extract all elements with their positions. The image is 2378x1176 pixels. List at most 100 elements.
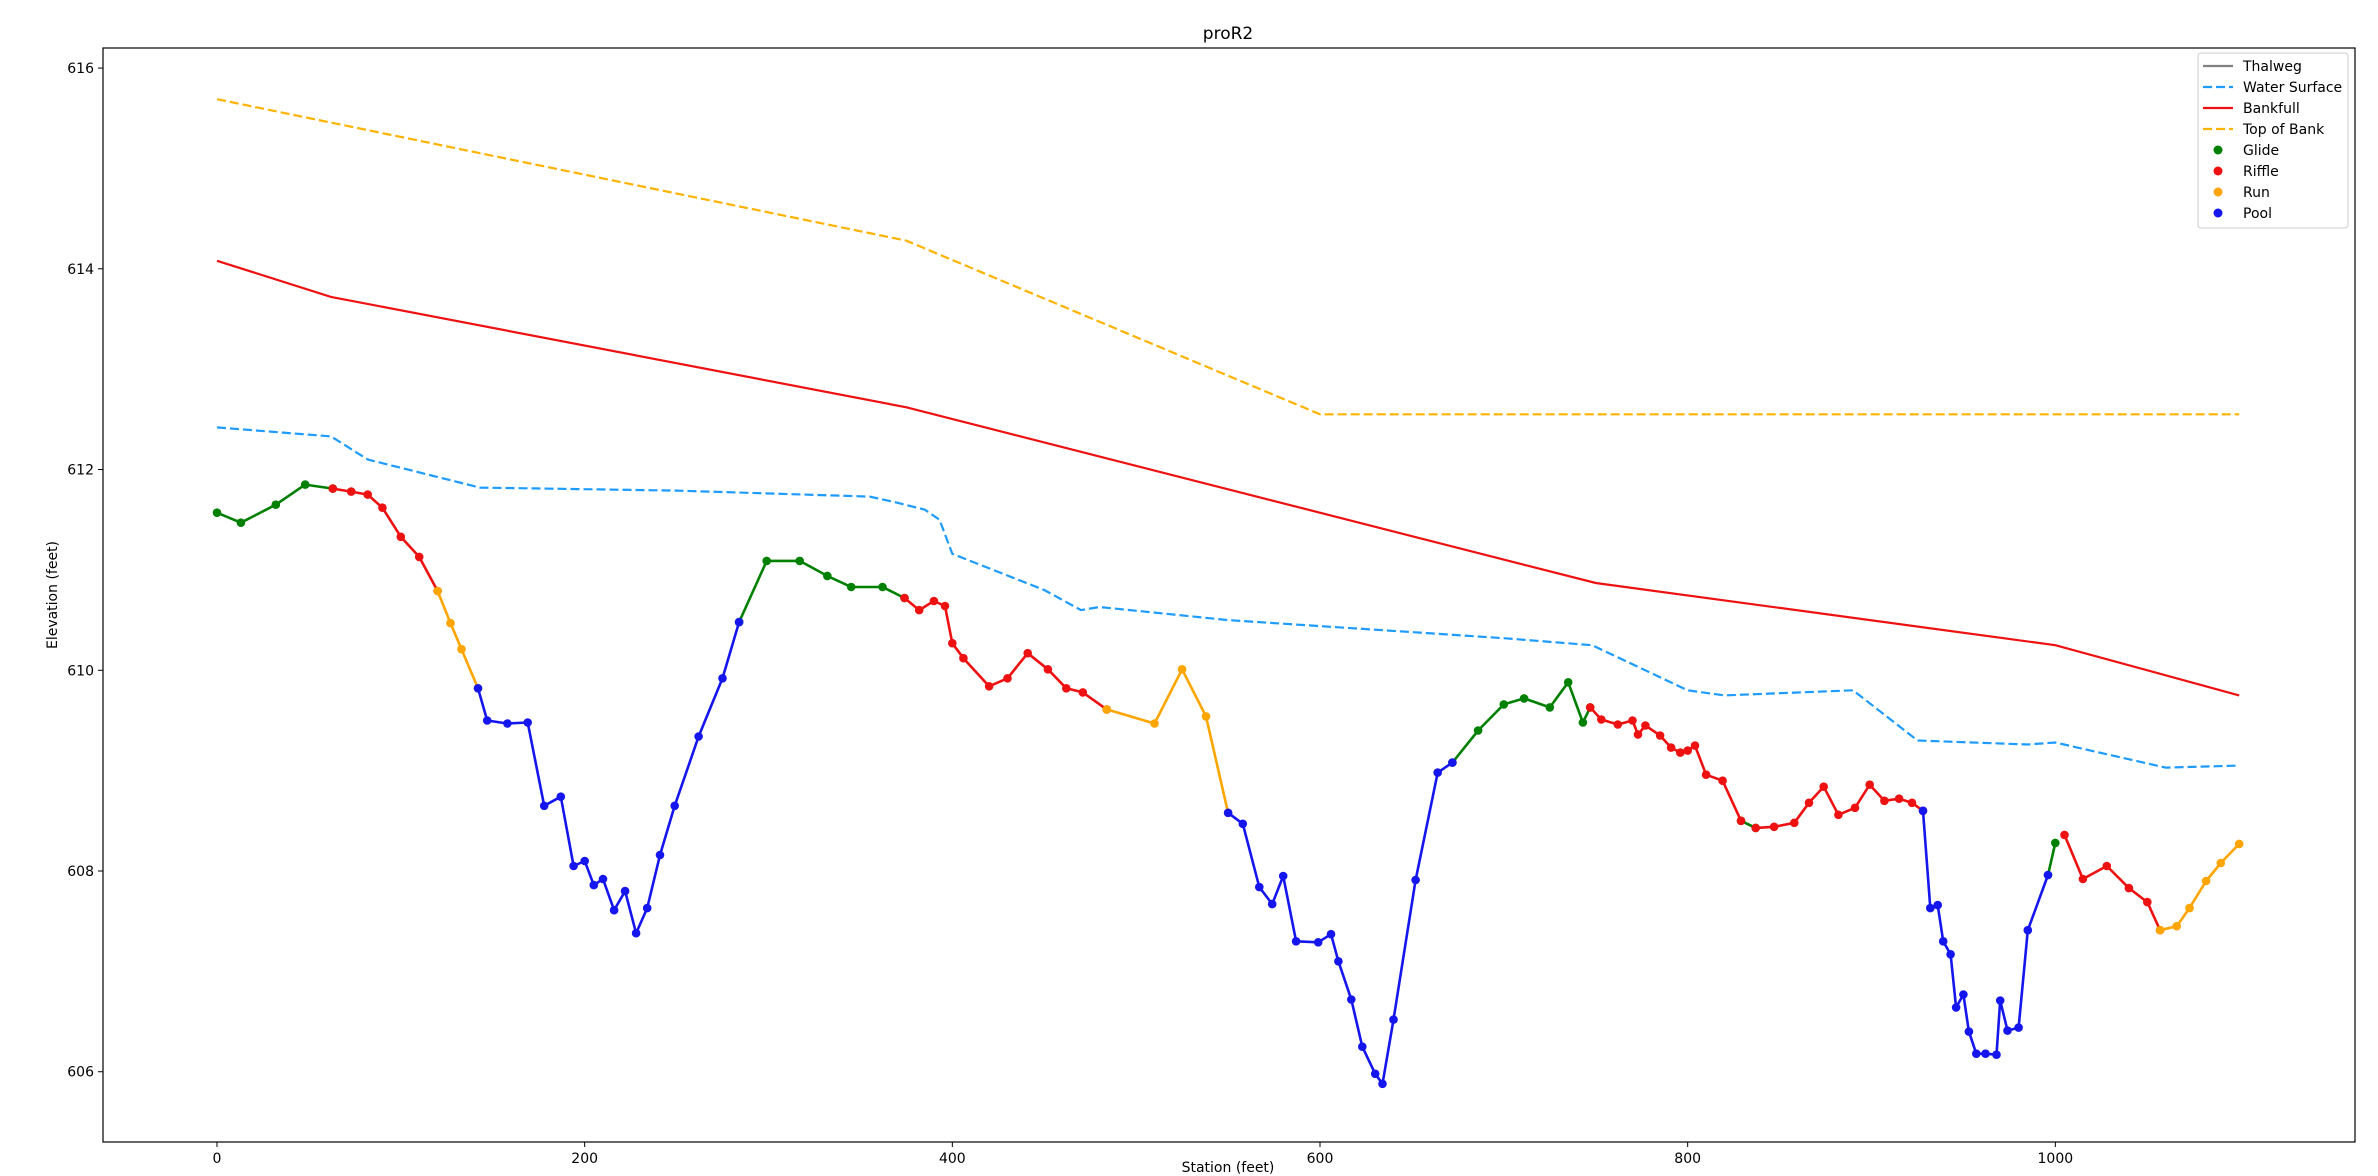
y-tick-label: 616: [67, 61, 94, 77]
x-axis: 0 200 400 600 800 1000: [213, 1142, 2074, 1167]
x-axis-label: Station (feet): [1182, 1160, 1275, 1176]
glide-point: [878, 582, 887, 592]
pool-point: [1933, 900, 1942, 910]
pool-point: [620, 886, 630, 896]
riffle-point: [984, 682, 994, 691]
riffle-point: [1078, 688, 1088, 697]
run-legend-label: Run: [2243, 185, 2270, 201]
run-point: [1150, 719, 1159, 728]
run-point: [2201, 876, 2211, 886]
riffle-point: [328, 484, 338, 493]
pool-point: [569, 861, 578, 871]
glide-point: [795, 556, 804, 566]
riffle-point: [1819, 782, 1828, 791]
pool-point: [1378, 1079, 1387, 1089]
pool-point: [1959, 990, 1968, 999]
riffle-point: [940, 601, 950, 611]
pool-point: [1992, 1050, 2001, 1059]
glide-legend-label: Glide: [2243, 143, 2279, 159]
pool-point: [2014, 1023, 2023, 1032]
glide-point: [846, 582, 856, 592]
riffle-point: [1666, 743, 1676, 752]
pool-point: [2043, 870, 2053, 880]
run-point: [1102, 705, 1111, 714]
riffle-point: [1641, 721, 1650, 730]
y-axis: 606 608 610 612 614 616: [67, 61, 103, 1081]
riffle-point: [1597, 715, 1606, 724]
pool-point: [655, 850, 665, 860]
pool-point: [642, 903, 652, 913]
run-segment: [436, 590, 480, 689]
pool-point: [1918, 806, 1928, 816]
run-point: [446, 618, 455, 628]
riffle-point: [914, 605, 924, 615]
pool-point: [1964, 1027, 1974, 1036]
pool-point: [718, 674, 727, 683]
riffle-point: [1701, 770, 1711, 779]
x-tick-label: 400: [939, 1151, 966, 1167]
pool-point: [734, 617, 744, 627]
pool-point: [1334, 957, 1343, 966]
pool-segment: [1921, 810, 2050, 1056]
riffle-point: [1613, 720, 1623, 729]
pool-point: [1291, 937, 1301, 946]
riffle-point: [948, 638, 957, 648]
pool-point: [1347, 995, 1356, 1004]
pool-point: [1223, 808, 1233, 818]
pool-point: [482, 716, 492, 725]
legend: Thalweg Water Surface Bankfull Top of Bank G…: [2197, 52, 2349, 229]
thalweg-legend-label: Thalweg: [2242, 59, 2302, 75]
pool-legend-label: Pool: [2243, 206, 2272, 222]
glide-segment: [2046, 842, 2057, 876]
run-point: [2172, 921, 2181, 931]
riffle-point: [363, 490, 373, 499]
pool-point: [1313, 938, 1323, 947]
pool-point: [1972, 1049, 1981, 1058]
pool-point: [631, 928, 641, 938]
riffle-point: [1633, 730, 1643, 739]
glide-segment: [1451, 680, 1592, 764]
glide-point: [762, 556, 771, 566]
glide-point: [1473, 726, 1483, 735]
x-tick-label: 1000: [2038, 1151, 2074, 1167]
water-surface-line: [216, 426, 2240, 769]
water-surface-legend-label: Water Surface: [2243, 80, 2342, 96]
pool-point: [1433, 768, 1442, 777]
run-point: [2234, 839, 2244, 849]
riffle-point: [2124, 883, 2134, 893]
x-tick-label: 200: [571, 1151, 598, 1167]
riffle-point: [2078, 874, 2088, 884]
pool-point: [1238, 819, 1248, 829]
riffle-point: [1880, 796, 1889, 806]
pool-series: [473, 617, 2053, 1089]
riffle-point: [1769, 822, 1779, 832]
axes-frame: [102, 47, 2356, 1143]
pool-point: [694, 732, 703, 741]
pool-point: [473, 684, 483, 693]
pool-point: [670, 801, 679, 811]
run-point: [2185, 903, 2194, 913]
riffle-point: [1585, 703, 1595, 712]
pool-point: [2023, 925, 2033, 935]
riffle-segment: [2063, 834, 2162, 931]
pool-legend-swatch: [2213, 208, 2223, 218]
riffle-point: [1676, 748, 1685, 757]
pool-point: [1389, 1015, 1398, 1024]
glide-point: [1563, 678, 1573, 687]
glide-point: [823, 571, 832, 581]
pool-point: [1448, 758, 1457, 767]
glide-point: [1499, 700, 1509, 709]
riffle-point: [1850, 803, 1860, 813]
bankfull-line: [216, 259, 2240, 697]
pool-point: [1326, 929, 1336, 939]
riffle-point: [1907, 798, 1917, 808]
riffle-point: [1062, 684, 1071, 693]
x-tick-label: 600: [1307, 1151, 1334, 1167]
riffle-point: [1628, 716, 1637, 725]
top-of-bank-legend-label: Top of Bank: [2242, 122, 2325, 138]
run-point: [1201, 712, 1211, 721]
riffle-point: [346, 487, 356, 496]
x-tick-label: 0: [213, 1151, 222, 1167]
